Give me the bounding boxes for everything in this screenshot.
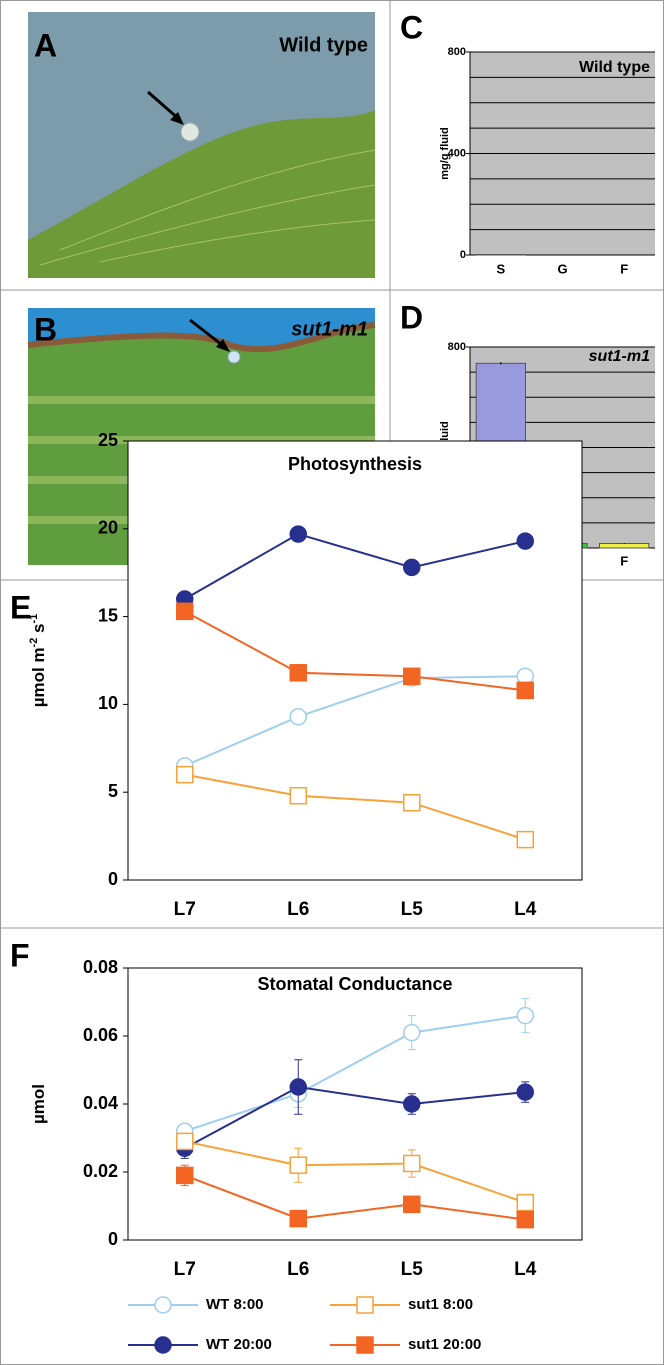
series-line [184,1085,526,1150]
marker [289,1078,307,1096]
series-line [184,773,526,841]
series-line [184,1174,526,1221]
x-tick-label: L7 [174,1259,196,1280]
marker [403,1095,421,1113]
x-tick-label: F [620,553,628,568]
x-tick-label: L6 [287,899,309,920]
y-axis-label-part: µmol m [29,647,48,707]
marker [516,681,534,700]
marker [516,1210,534,1229]
y-axis-label: µmol [29,1084,48,1124]
y-axis-label: mg/g fluid [439,127,451,180]
y-axis-label-part: -1 [28,614,40,624]
x-tick-label: L4 [514,899,537,920]
photo-a [28,12,376,278]
marker [289,707,307,726]
marker [176,1166,194,1185]
legend-marker [356,1296,374,1314]
y-tick-label: 15 [98,605,118,625]
marker [516,532,534,550]
marker [403,558,421,577]
marker [516,1006,534,1025]
marker [289,1156,307,1174]
y-axis-label: µmol m-2 s-1 [28,614,49,708]
series-line [184,675,526,767]
legend-label: sut1 20:00 [408,1336,481,1353]
marker [403,1195,421,1214]
series-line [184,532,526,600]
legend-marker [154,1336,172,1354]
legend-label: WT 8:00 [206,1296,264,1313]
chart-title: Stomatal Conductance [257,974,452,994]
marker [289,1209,307,1228]
series-line [184,610,526,692]
y-tick-label: 0 [108,1229,118,1249]
legend-marker [154,1296,172,1314]
marker [516,1193,534,1212]
legend-marker [356,1336,374,1354]
x-tick-label: F [620,261,628,276]
legend-label: sut1 8:00 [408,1296,473,1313]
bar [475,253,526,256]
y-tick-label: 25 [98,430,118,450]
y-tick-label: 0.04 [83,1093,118,1113]
marker [403,1023,421,1042]
photo-label: Wild type [279,34,368,56]
y-tick-label: 0 [460,249,466,261]
x-tick-label: L7 [174,899,196,920]
panel-letter: F [10,937,30,973]
marker [403,667,421,686]
panel-letter: D [400,299,423,335]
legend-label: WT 20:00 [206,1336,272,1353]
chart-title: Photosynthesis [288,454,422,474]
y-tick-label: 0 [108,869,118,889]
chart-title: sut1-m1 [589,348,650,365]
y-tick-label: 10 [98,693,118,713]
marker [176,765,194,784]
marker [403,1154,421,1173]
marker [289,786,307,805]
plot-area [127,967,583,1241]
x-tick-label: G [557,261,567,276]
plot-area [127,440,583,881]
x-tick-label: L4 [514,1259,537,1280]
y-tick-label: 5 [108,781,118,801]
y-tick-label: 0.06 [83,1025,118,1045]
panel-letter: B [34,311,57,347]
series-line [184,1014,526,1133]
bar [599,542,650,549]
y-tick-label: 400 [448,147,466,159]
y-axis-label-part: -2 [28,638,40,648]
x-tick-label: L5 [401,1259,424,1280]
photo-label: sut1-m1 [291,318,368,340]
x-tick-label: L5 [401,899,424,920]
marker [289,664,307,682]
y-tick-label: 800 [448,341,466,353]
chart-title: Wild type [579,59,650,76]
y-tick-label: 20 [98,518,118,538]
panel-letter: C [400,9,423,45]
marker [289,525,307,543]
marker [176,1132,194,1151]
panel-letter: E [10,589,31,625]
series-line [184,1140,526,1204]
y-tick-label: 0.02 [83,1161,118,1181]
marker [176,602,194,621]
marker [516,1083,534,1101]
marker [403,793,421,812]
x-tick-label: L6 [287,1259,309,1280]
y-axis-label-part: µmol [29,1084,48,1124]
marker [516,830,534,849]
y-axis-label-part: s [29,623,48,637]
y-tick-label: 800 [448,46,466,58]
y-tick-label: 0.08 [83,957,118,977]
x-tick-label: S [496,261,505,276]
panel-letter: A [34,27,57,63]
